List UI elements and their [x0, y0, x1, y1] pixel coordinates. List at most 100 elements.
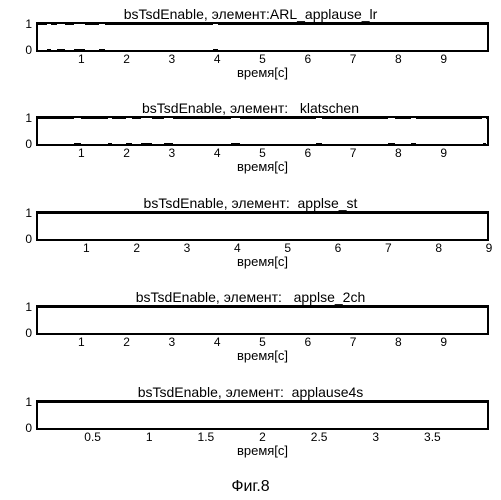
data-segment: [47, 49, 51, 51]
xtick-label: 3: [169, 52, 176, 66]
xtick-label: 5: [284, 241, 291, 255]
panel-5-xlabel: время[с]: [36, 444, 489, 458]
data-segment: [38, 117, 74, 119]
panel-2-title: bsTsdEnable, элемент: klatschen: [12, 100, 489, 116]
xtick-label: 4: [214, 52, 221, 66]
xtick-label: 5: [259, 146, 266, 160]
xtick-label: 7: [350, 146, 357, 160]
data-segment: [395, 117, 411, 119]
ytick-label: 0: [25, 43, 32, 57]
ytick-label: 0: [25, 137, 32, 151]
data-segment: [141, 143, 152, 145]
data-segment: [152, 117, 163, 119]
panel-2-plot-row: 01 123456789 время[с]: [12, 116, 489, 174]
xtick-label: 6: [304, 52, 311, 66]
xtick-label: 9: [440, 146, 447, 160]
xtick-label: 8: [435, 241, 442, 255]
data-segment: [388, 143, 395, 145]
xtick-label: 7: [350, 335, 357, 349]
xtick-label: 8: [395, 335, 402, 349]
xtick-label: 1: [78, 146, 85, 160]
data-segment: [218, 23, 487, 25]
panel-2-xaxis: 123456789: [36, 146, 489, 160]
panel-2: bsTsdEnable, элемент: klatschen 0 1 1 2 3 4 5…: [12, 100, 489, 174]
panel-1-title: bsTsdEnable, элемент:ARL_applause_lr: [12, 6, 489, 22]
data-segment: [231, 143, 240, 145]
panel-1: bsTsdEnable, элемент:ARL_applause_lr 0 1 …: [12, 6, 489, 80]
xtick-label: 1: [78, 335, 85, 349]
ytick-label: 0: [25, 326, 32, 340]
ytick-label: 1: [25, 111, 32, 125]
data-segment: [132, 117, 141, 119]
panel-5: bsTsdEnable, элемент: applause4s 0 1 0.5 1…: [12, 384, 489, 458]
xtick-label: 1.5: [198, 430, 215, 444]
data-segment: [85, 23, 98, 25]
panel-4-title: bsTsdEnable, элемент: applse_2ch: [12, 289, 489, 305]
panel-3-xlabel: время[с]: [36, 255, 489, 269]
xtick-label: 2: [123, 52, 130, 66]
panel-1-yaxis: 01: [12, 22, 36, 52]
data-segment: [38, 212, 487, 214]
panel-4-xlabel: время[с]: [36, 349, 489, 363]
xtick-label: 4: [234, 241, 241, 255]
panel-1-xlabel: время[с]: [36, 66, 489, 80]
xtick-label: 3: [169, 335, 176, 349]
data-segment: [483, 143, 486, 145]
xtick-label: 1: [146, 430, 153, 444]
panel-5-plotwrap: 0.511.522.533.5 время[с]: [36, 400, 489, 458]
xtick-label: 8: [395, 146, 402, 160]
xtick-label: 2: [123, 146, 130, 160]
panel-5-xaxis: 0.511.522.533.5: [36, 430, 489, 444]
xtick-label: 1: [78, 52, 85, 66]
panel-3-title: bsTsdEnable, элемент: applse_st: [12, 195, 489, 211]
data-segment: [38, 306, 487, 308]
xtick-label: 2: [133, 241, 140, 255]
panel-1-xaxis: 1 2 3 4 5 6 7 8 9: [36, 52, 489, 66]
data-segment: [99, 49, 106, 51]
panel-5-title: bsTsdEnable, элемент: applause4s: [12, 384, 489, 400]
xtick-label: 2: [259, 430, 266, 444]
figure-caption: Фиг.8: [12, 478, 489, 496]
xtick-label: 7: [350, 52, 357, 66]
xtick-label: 5: [259, 52, 266, 66]
data-segment: [240, 117, 316, 119]
data-segment: [213, 49, 217, 51]
data-segment: [65, 23, 74, 25]
figure-container: bsTsdEnable, элемент:ARL_applause_lr 0 1 …: [0, 0, 501, 500]
panel-4: bsTsdEnable, элемент: applse_2ch 01 1234…: [12, 289, 489, 363]
panel-5-plotarea: [36, 400, 489, 430]
xtick-label: 3: [169, 146, 176, 160]
xtick-label: 9: [440, 52, 447, 66]
panel-2-plotarea: [36, 116, 489, 146]
xtick-label: 0.5: [84, 430, 101, 444]
xtick-label: 4: [214, 146, 221, 160]
panel-4-xaxis: 123456789: [36, 335, 489, 349]
data-segment: [322, 117, 388, 119]
xtick-label: 9: [486, 241, 493, 255]
data-segment: [38, 23, 47, 25]
panel-1-plotarea: [36, 22, 489, 52]
data-segment: [164, 143, 173, 145]
panel-3-yaxis: 01: [12, 211, 36, 241]
panel-3-plotarea: [36, 211, 489, 241]
panel-2-xlabel: время[с]: [36, 160, 489, 174]
panel-4-plot-row: 01 123456789 время[с]: [12, 305, 489, 363]
xtick-label: 8: [395, 52, 402, 66]
xtick-label: 2: [123, 335, 130, 349]
data-segment: [108, 143, 112, 145]
ytick-label: 0: [25, 421, 32, 435]
panel-3: bsTsdEnable, элемент: applse_st 01 12345…: [12, 195, 489, 269]
data-segment: [81, 117, 108, 119]
data-segment: [486, 117, 487, 119]
data-segment: [51, 23, 57, 25]
panel-4-plotwrap: 123456789 время[с]: [36, 305, 489, 363]
xtick-label: 5: [259, 335, 266, 349]
panel-3-xaxis: 123456789: [36, 241, 489, 255]
panel-4-plotarea: [36, 305, 489, 335]
ytick-label: 0: [25, 232, 32, 246]
xtick-label: 7: [385, 241, 392, 255]
data-segment: [173, 117, 231, 119]
panel-5-plot-row: 01 0.511.522.533.5 время[с]: [12, 400, 489, 458]
xtick-label: 6: [304, 335, 311, 349]
xtick-label: 4: [214, 335, 221, 349]
